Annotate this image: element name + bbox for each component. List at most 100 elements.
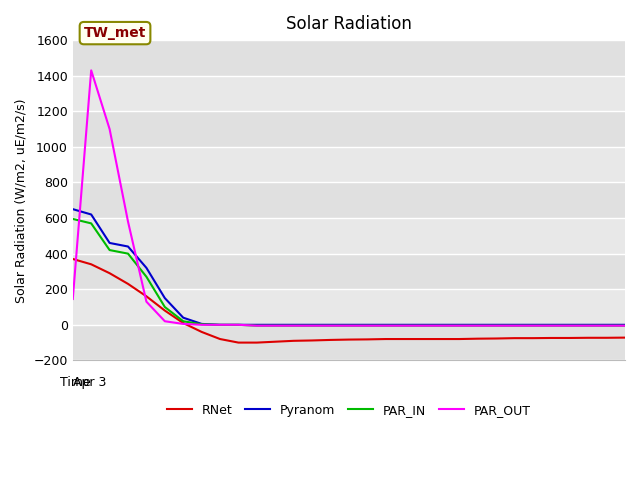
PAR_IN <box>382 323 390 329</box>
Line: PAR_IN: PAR_IN <box>73 219 625 326</box>
RNet <box>235 340 243 346</box>
PAR_IN <box>603 323 611 329</box>
PAR_IN <box>511 323 518 329</box>
Pyranom <box>87 212 95 217</box>
Bar <box>73 111 625 147</box>
PAR_OUT <box>603 323 611 329</box>
PAR_OUT <box>326 323 334 329</box>
Pyranom <box>456 322 463 328</box>
Pyranom <box>124 244 132 250</box>
PAR_OUT <box>106 126 113 132</box>
PAR_IN <box>364 323 371 329</box>
PAR_OUT <box>511 323 518 329</box>
PAR_OUT <box>290 323 298 329</box>
Bar <box>73 182 625 218</box>
PAR_OUT <box>345 323 353 329</box>
RNet <box>69 256 77 262</box>
RNet <box>584 335 592 341</box>
Text: Time: Time <box>60 376 91 389</box>
RNet <box>603 335 611 341</box>
PAR_IN <box>621 323 629 329</box>
RNet <box>382 336 390 342</box>
PAR_IN <box>290 323 298 329</box>
RNet <box>474 336 481 342</box>
PAR_IN <box>216 322 224 328</box>
Pyranom <box>179 315 187 321</box>
RNet <box>253 340 260 346</box>
RNet <box>87 262 95 267</box>
Pyranom <box>326 322 334 328</box>
RNet <box>198 329 205 335</box>
PAR_IN <box>69 216 77 222</box>
Pyranom <box>216 322 224 328</box>
Legend: RNet, Pyranom, PAR_IN, PAR_OUT: RNet, Pyranom, PAR_IN, PAR_OUT <box>162 399 536 421</box>
PAR_OUT <box>621 323 629 329</box>
Line: Pyranom: Pyranom <box>73 209 625 325</box>
PAR_IN <box>198 322 205 327</box>
Pyranom <box>419 322 426 328</box>
PAR_IN <box>419 323 426 329</box>
Pyranom <box>603 322 611 328</box>
Bar <box>73 76 625 111</box>
PAR_OUT <box>400 323 408 329</box>
Pyranom <box>511 322 518 328</box>
PAR_IN <box>566 323 573 329</box>
RNet <box>124 281 132 287</box>
PAR_OUT <box>143 299 150 304</box>
PAR_IN <box>161 304 169 310</box>
RNet <box>621 335 629 340</box>
Pyranom <box>529 322 537 328</box>
Bar <box>73 147 625 182</box>
Pyranom <box>566 322 573 328</box>
Bar <box>73 253 625 289</box>
PAR_IN <box>474 323 481 329</box>
RNet <box>106 270 113 276</box>
PAR_OUT <box>253 323 260 329</box>
Pyranom <box>308 322 316 328</box>
RNet <box>364 336 371 342</box>
Pyranom <box>474 322 481 328</box>
RNet <box>511 335 518 341</box>
Line: PAR_OUT: PAR_OUT <box>73 71 625 326</box>
PAR_IN <box>124 251 132 256</box>
Pyranom <box>253 322 260 328</box>
PAR_IN <box>253 323 260 329</box>
PAR_IN <box>345 323 353 329</box>
PAR_IN <box>271 323 279 329</box>
PAR_IN <box>584 323 592 329</box>
Pyranom <box>584 322 592 328</box>
Pyranom <box>548 322 556 328</box>
Pyranom <box>198 321 205 327</box>
PAR_IN <box>529 323 537 329</box>
Bar <box>73 325 625 360</box>
Pyranom <box>235 322 243 328</box>
Pyranom <box>143 265 150 271</box>
Pyranom <box>290 322 298 328</box>
PAR_OUT <box>235 322 243 328</box>
PAR_OUT <box>437 323 445 329</box>
PAR_IN <box>548 323 556 329</box>
Pyranom <box>492 322 500 328</box>
PAR_OUT <box>474 323 481 329</box>
RNet <box>548 335 556 341</box>
PAR_IN <box>456 323 463 329</box>
RNet <box>566 335 573 341</box>
PAR_OUT <box>308 323 316 329</box>
Pyranom <box>382 322 390 328</box>
Pyranom <box>345 322 353 328</box>
PAR_OUT <box>124 219 132 225</box>
PAR_OUT <box>548 323 556 329</box>
Line: RNet: RNet <box>73 259 625 343</box>
PAR_IN <box>235 322 243 328</box>
PAR_IN <box>106 247 113 253</box>
RNet <box>271 339 279 345</box>
Bar <box>73 218 625 253</box>
RNet <box>456 336 463 342</box>
PAR_OUT <box>161 318 169 324</box>
PAR_IN <box>492 323 500 329</box>
RNet <box>161 308 169 313</box>
RNet <box>529 335 537 341</box>
PAR_OUT <box>364 323 371 329</box>
PAR_IN <box>143 274 150 280</box>
Bar <box>73 289 625 325</box>
